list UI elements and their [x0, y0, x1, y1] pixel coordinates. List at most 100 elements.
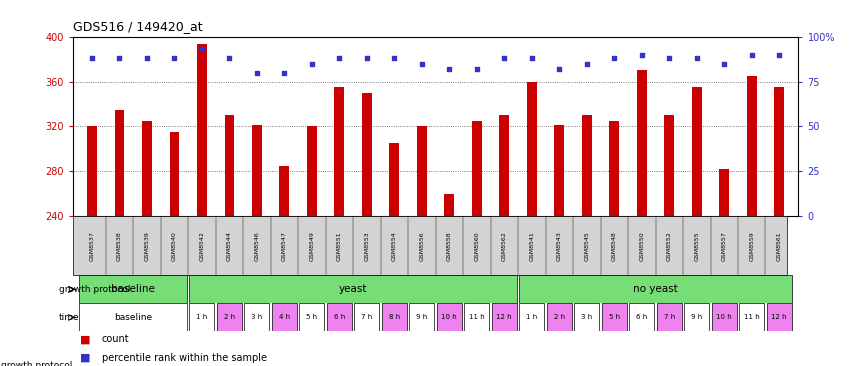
Text: baseline: baseline: [114, 313, 152, 322]
Point: [167, 55, 181, 61]
Bar: [464, 303, 489, 332]
Text: 2 h: 2 h: [553, 314, 564, 320]
Point: [771, 52, 785, 57]
Text: GSM8546: GSM8546: [254, 231, 259, 261]
Bar: [519, 303, 543, 332]
Bar: [142, 121, 152, 216]
Text: 1 h: 1 h: [196, 314, 207, 320]
Point: [525, 55, 538, 61]
Bar: [409, 303, 433, 332]
Bar: [499, 115, 508, 216]
Bar: [381, 303, 406, 332]
Text: GSM8545: GSM8545: [583, 231, 589, 261]
Text: GSM8549: GSM8549: [309, 231, 314, 261]
Bar: [189, 303, 214, 332]
Bar: [189, 275, 516, 303]
Text: GSM8538: GSM8538: [117, 231, 122, 261]
Text: GSM8555: GSM8555: [693, 231, 699, 261]
Point: [415, 61, 428, 67]
Text: GSM8548: GSM8548: [611, 231, 616, 261]
Bar: [416, 127, 426, 216]
Point: [469, 66, 483, 72]
Text: GSM8544: GSM8544: [227, 231, 231, 261]
Text: GSM8554: GSM8554: [392, 231, 397, 261]
Bar: [519, 275, 791, 303]
Bar: [546, 303, 571, 332]
Text: GSM8540: GSM8540: [171, 231, 177, 261]
Text: GSM8543: GSM8543: [556, 231, 561, 261]
Bar: [169, 132, 179, 216]
Point: [85, 55, 99, 61]
Bar: [114, 109, 124, 216]
Text: GDS516 / 149420_at: GDS516 / 149420_at: [73, 20, 202, 33]
Bar: [444, 194, 454, 216]
Bar: [354, 303, 379, 332]
Point: [250, 70, 264, 75]
Bar: [197, 44, 206, 216]
Point: [277, 70, 291, 75]
Bar: [746, 76, 756, 216]
Point: [634, 52, 647, 57]
Text: 3 h: 3 h: [251, 314, 262, 320]
Point: [552, 66, 566, 72]
Point: [140, 55, 154, 61]
Text: GSM8550: GSM8550: [639, 231, 643, 261]
Text: 5 h: 5 h: [306, 314, 317, 320]
Text: GSM8562: GSM8562: [502, 231, 506, 261]
Point: [223, 55, 236, 61]
Bar: [739, 303, 763, 332]
Text: yeast: yeast: [339, 284, 367, 294]
Text: 8 h: 8 h: [388, 314, 399, 320]
Point: [113, 55, 126, 61]
Point: [496, 55, 510, 61]
Text: 4 h: 4 h: [278, 314, 289, 320]
Text: 9 h: 9 h: [690, 314, 701, 320]
Text: 12 h: 12 h: [770, 314, 786, 320]
Text: 3 h: 3 h: [580, 314, 592, 320]
Text: 11 h: 11 h: [468, 314, 485, 320]
Bar: [629, 303, 653, 332]
Text: GSM8552: GSM8552: [666, 231, 671, 261]
Point: [332, 55, 345, 61]
Bar: [271, 303, 296, 332]
Text: GSM8559: GSM8559: [748, 231, 753, 261]
Point: [662, 55, 676, 61]
Text: GSM8553: GSM8553: [364, 231, 368, 261]
Text: 1 h: 1 h: [525, 314, 537, 320]
Text: baseline: baseline: [111, 284, 155, 294]
Bar: [79, 303, 187, 332]
Text: GSM8560: GSM8560: [473, 231, 479, 261]
Bar: [683, 303, 708, 332]
Text: GSM8557: GSM8557: [721, 231, 726, 261]
Text: GSM8542: GSM8542: [199, 231, 204, 261]
Bar: [306, 127, 316, 216]
Bar: [609, 121, 618, 216]
Bar: [774, 87, 783, 216]
Text: GSM8547: GSM8547: [281, 231, 287, 261]
Bar: [526, 82, 536, 216]
Text: percentile rank within the sample: percentile rank within the sample: [102, 353, 266, 363]
Text: GSM8556: GSM8556: [419, 231, 424, 261]
Text: count: count: [102, 334, 129, 344]
Point: [194, 46, 208, 52]
Text: GSM8541: GSM8541: [529, 231, 534, 261]
Bar: [574, 303, 599, 332]
Text: 11 h: 11 h: [743, 314, 758, 320]
Bar: [87, 127, 96, 216]
Bar: [766, 303, 791, 332]
Text: GSM8551: GSM8551: [336, 231, 341, 261]
Text: no yeast: no yeast: [632, 284, 677, 294]
Point: [387, 55, 401, 61]
Point: [689, 55, 703, 61]
Bar: [656, 303, 681, 332]
Bar: [554, 125, 564, 216]
Text: 7 h: 7 h: [361, 314, 372, 320]
Bar: [718, 169, 728, 216]
Bar: [581, 115, 591, 216]
Text: ■: ■: [80, 353, 90, 363]
Text: time: time: [59, 313, 79, 322]
Bar: [79, 275, 187, 303]
Point: [305, 61, 318, 67]
Bar: [636, 70, 646, 216]
Bar: [437, 303, 461, 332]
